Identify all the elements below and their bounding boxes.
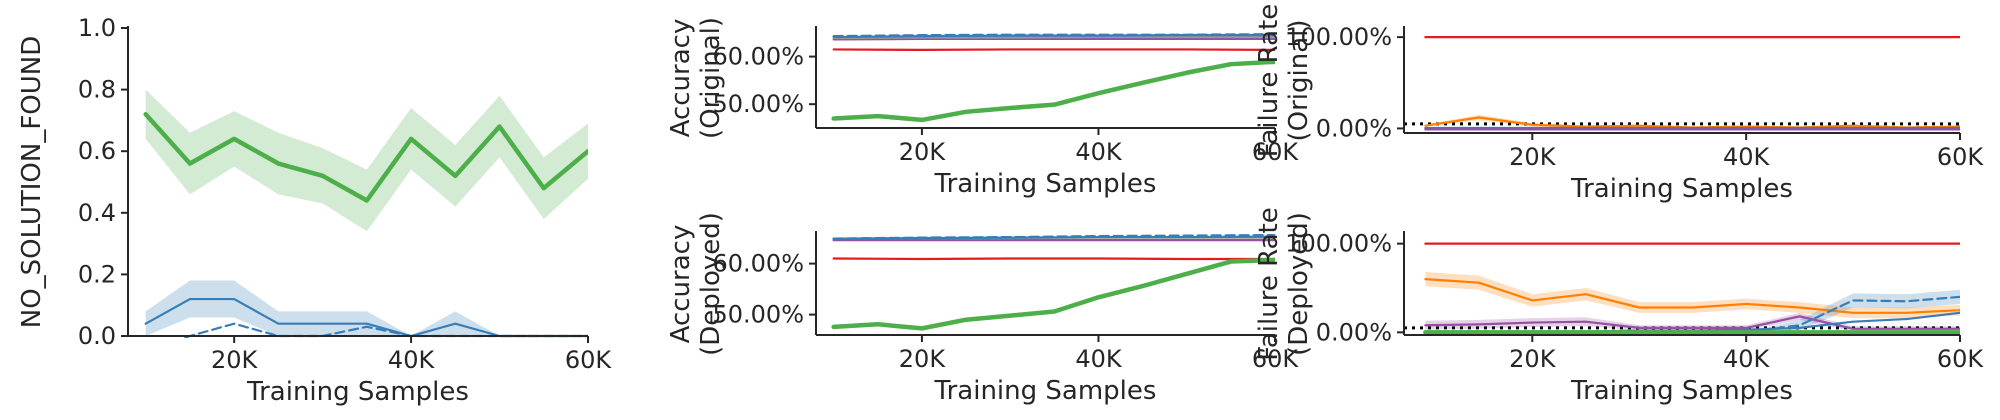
y-axis-label-line: (Deployed) <box>1284 212 1314 356</box>
x-tick-label: 20K <box>1509 143 1557 171</box>
x-tick-label: 40K <box>388 346 436 374</box>
y-axis-label-line: Accuracy <box>666 19 696 138</box>
x-tick-label: 20K <box>211 346 259 374</box>
x-tick-label: 40K <box>1075 138 1123 166</box>
plot-area <box>1404 36 1960 131</box>
series-line-3 <box>832 35 1275 40</box>
plot-area <box>1404 242 1960 335</box>
series-line-1 <box>832 257 1275 261</box>
y-tick-label: 0.00% <box>1316 318 1392 346</box>
panel-no-solution: 20K 40K 60K 0.0 0.2 0.4 0.6 0.8 1.0 Training Samp… <box>17 14 612 407</box>
x-tick-label: 40K <box>1075 345 1123 373</box>
series-line-0 <box>831 257 1275 331</box>
y-tick-label: 100.00% <box>1285 23 1392 51</box>
y-axis-label-line: Accuracy <box>666 225 696 344</box>
y-tick-label: 60.00% <box>712 43 804 71</box>
series-line-5 <box>832 33 1275 38</box>
series-line-1 <box>1424 278 1960 314</box>
x-tick-label: 20K <box>899 345 947 373</box>
y-tick-label: 60.00% <box>712 250 804 278</box>
y-tick-label: 0.0 <box>78 322 116 350</box>
panel-failure-original: 20K 40K 60K 0.00% 100.00% Training Samples Fai… <box>1254 4 1984 204</box>
y-axis-label-line: NO_SOLUTION_FOUND <box>17 36 47 329</box>
y-tick-label: 50.00% <box>712 301 804 329</box>
plot-area <box>831 33 1275 123</box>
y-axis-label-line: Failure Rate <box>1254 207 1284 360</box>
y-axis-label-line: Failure Rate <box>1254 4 1284 157</box>
x-axis-label: Training Samples <box>1570 174 1793 204</box>
y-tick-label: 0.4 <box>78 199 116 227</box>
x-tick-label: 40K <box>1723 143 1771 171</box>
confidence-band-1 <box>145 280 588 336</box>
x-axis-label: Training Samples <box>934 169 1157 199</box>
y-tick-label: 100.00% <box>1285 230 1392 258</box>
x-axis-label: Training Samples <box>934 376 1157 406</box>
y-tick-label: 0.2 <box>78 260 116 288</box>
x-axis-label: Training Samples <box>1570 376 1793 406</box>
x-tick-label: 60K <box>1937 143 1985 171</box>
y-tick-label: 1.0 <box>78 14 116 42</box>
x-tick-label: 60K <box>1252 345 1300 373</box>
y-axis-label: Accuracy(Original) <box>666 17 726 139</box>
y-tick-label: 0.8 <box>78 76 116 104</box>
y-tick-label: 0.6 <box>78 137 116 165</box>
x-tick-label: 40K <box>1723 345 1771 373</box>
y-axis-label-line: (Deployed) <box>696 212 726 356</box>
x-tick-label: 60K <box>1937 345 1985 373</box>
y-tick-label: 0.00% <box>1316 114 1392 142</box>
x-tick-label: 20K <box>899 138 947 166</box>
confidence-band-0 <box>145 89 588 232</box>
panel-failure-deployed: 20K 40K 60K 0.00% 100.00% Training Samples Fai… <box>1254 207 1984 406</box>
y-axis-label: Failure Rate(Original) <box>1254 4 1314 157</box>
panel-accuracy-deployed: 20K 40K 60K 50.00% 60.00% Training Samples Acc… <box>666 212 1299 406</box>
y-tick-label: 50.00% <box>712 90 804 118</box>
x-axis-label: Training Samples <box>246 377 469 407</box>
plot-area <box>143 89 588 338</box>
series-line-2 <box>1424 315 1960 330</box>
confidence-band-1 <box>1425 272 1960 319</box>
series-line-5 <box>832 233 1275 240</box>
series-line-2 <box>180 322 588 338</box>
y-axis-label: Failure Rate(Deployed) <box>1254 207 1314 360</box>
x-tick-label: 60K <box>565 346 613 374</box>
x-tick-label: 60K <box>1252 138 1300 166</box>
y-axis-label: NO_SOLUTION_FOUND <box>17 36 47 329</box>
series-line-0 <box>143 111 588 203</box>
panel-accuracy-original: 20K 40K 60K 50.00% 60.00% Training Samples Acc… <box>666 17 1299 199</box>
x-tick-label: 20K <box>1509 345 1557 373</box>
plot-area <box>831 233 1275 331</box>
y-axis-label-line: (Original) <box>1284 19 1314 141</box>
y-axis-label: Accuracy(Deployed) <box>666 212 726 356</box>
y-axis-label-line: (Original) <box>696 17 726 139</box>
series-line-0 <box>831 59 1275 123</box>
